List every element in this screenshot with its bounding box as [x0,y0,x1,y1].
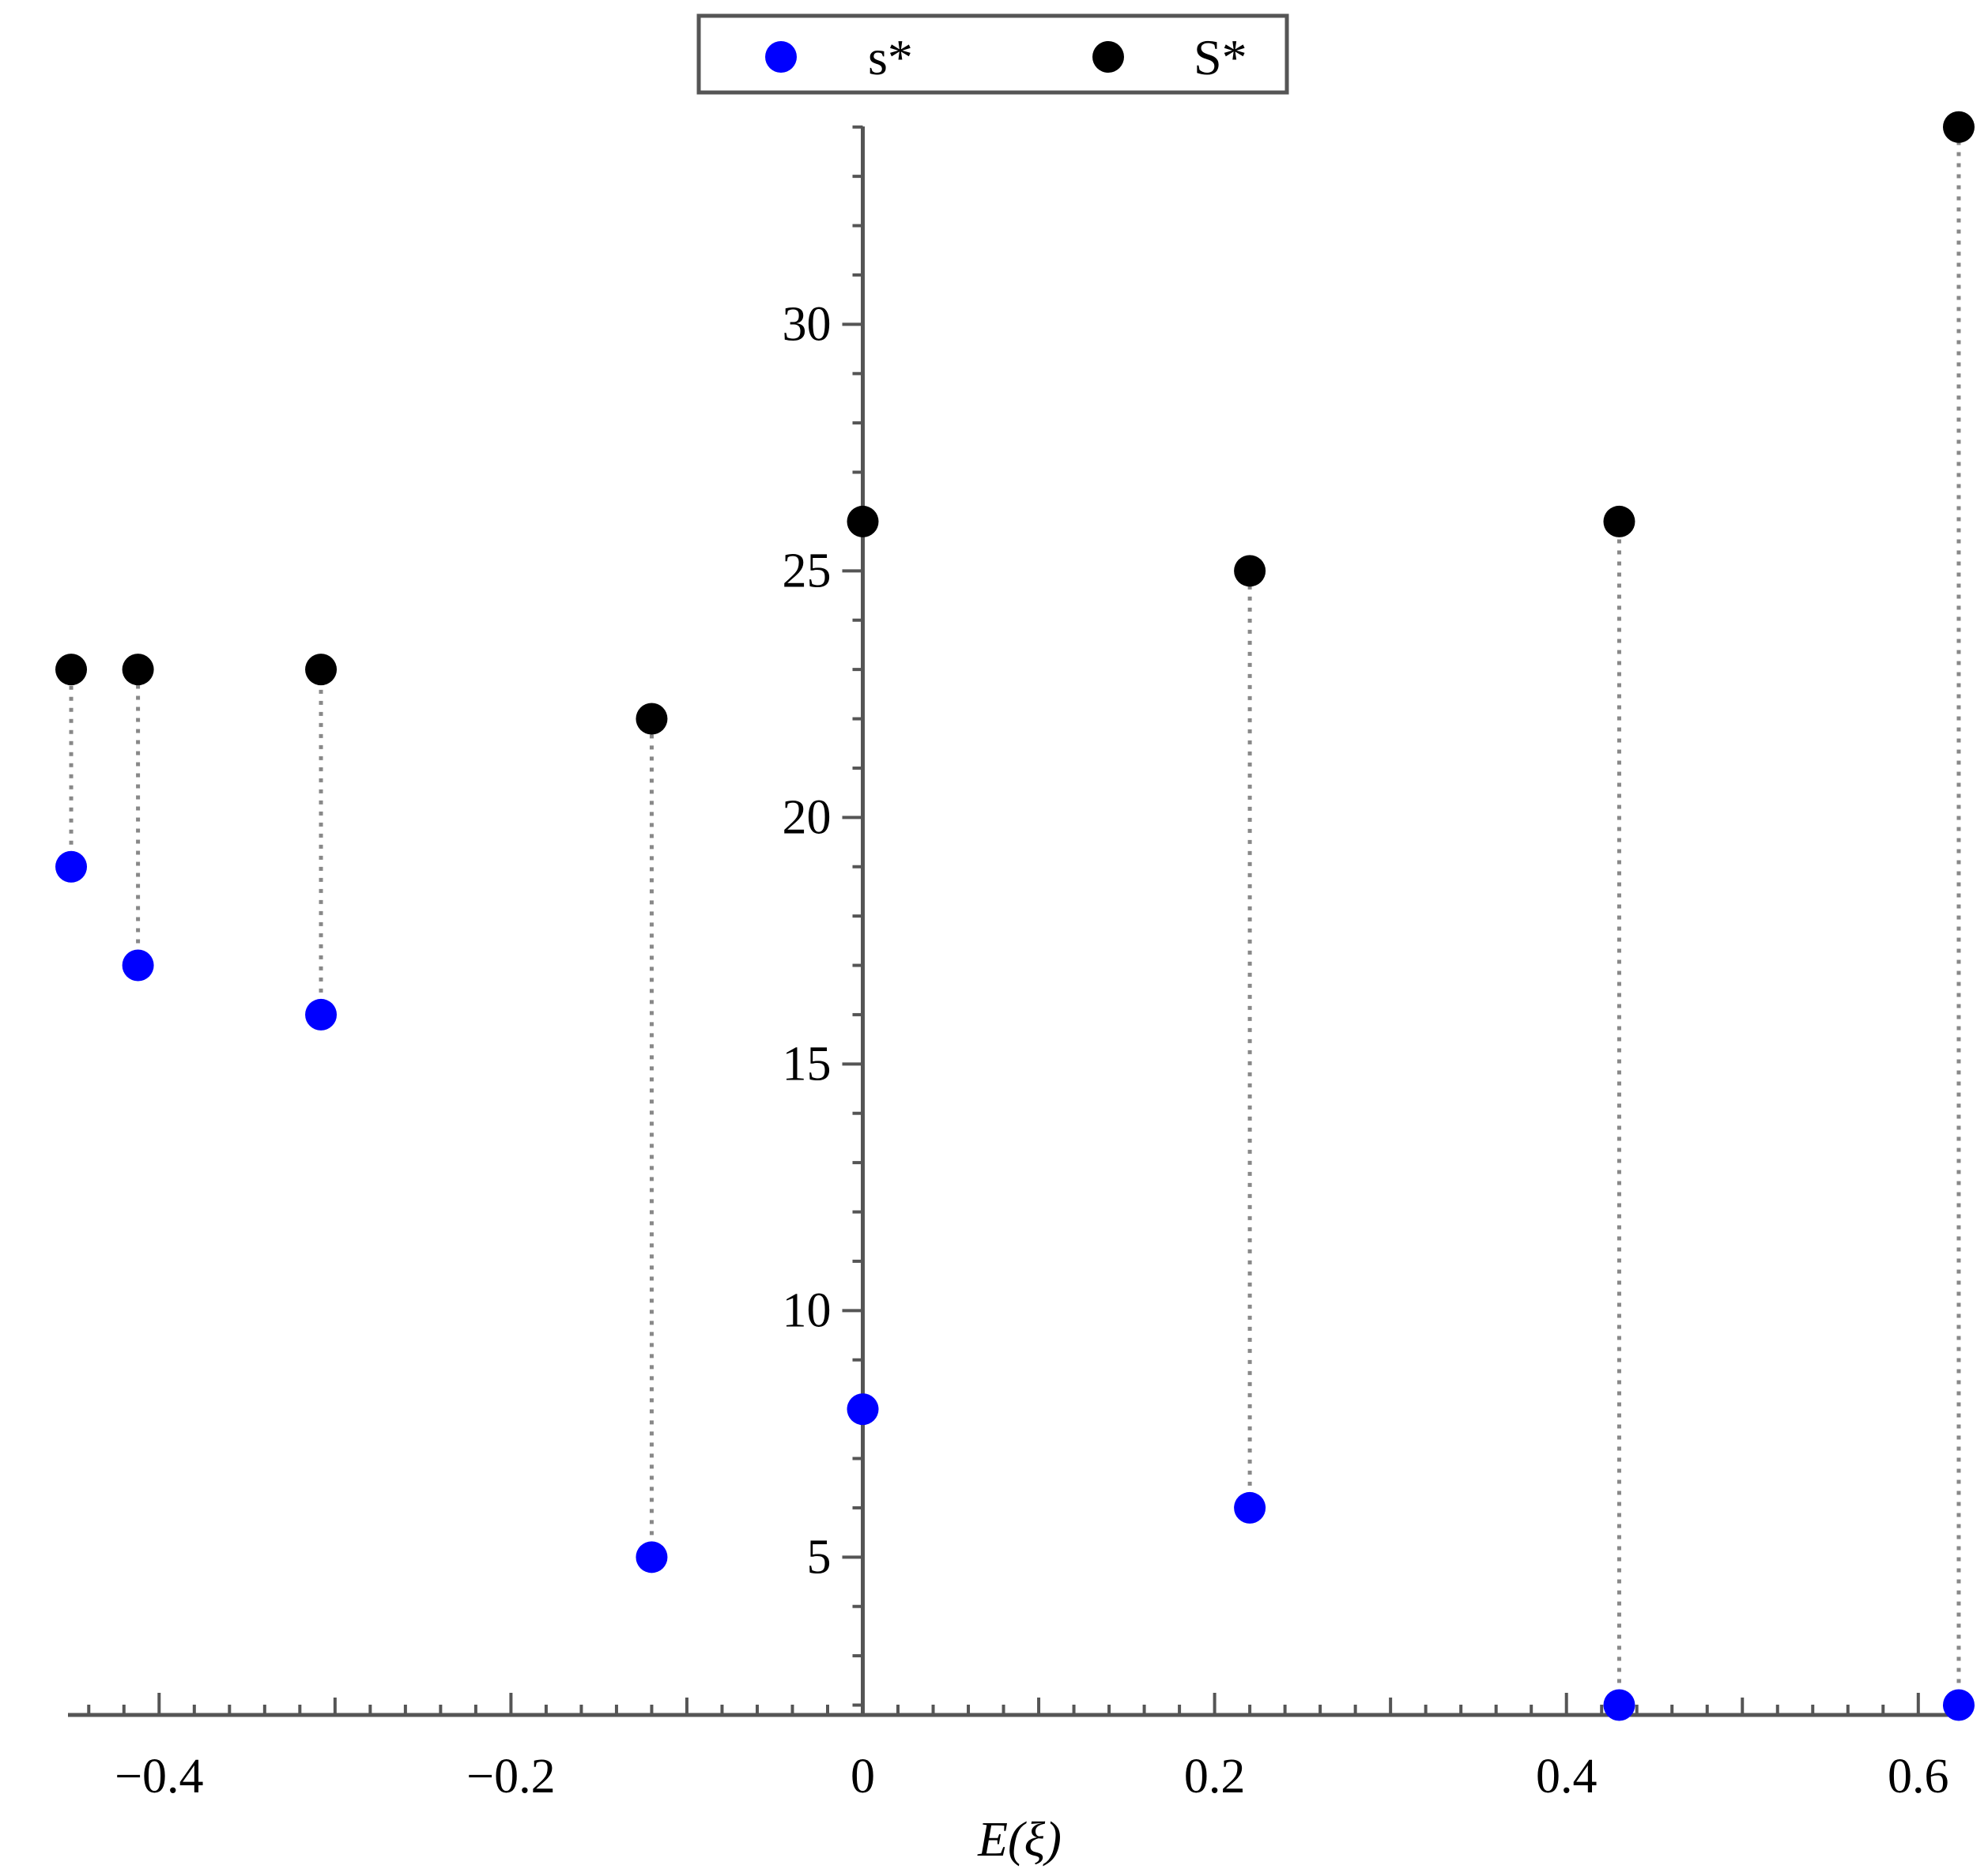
y-axis-ticks: 5 10 15 20 25 30 [783,125,863,1707]
point-s-star [305,998,338,1031]
y-tick-label: 10 [783,1283,832,1337]
y-tick-label: 25 [783,544,832,597]
x-axis-ticks: −0.4 −0.2 0 0.2 0.4 0.6 [87,1693,1956,1803]
point-S-star [305,654,338,686]
point-S-star [636,703,668,735]
x-axis-label: E(ξ) [977,1813,1062,1867]
point-S-star [1234,555,1266,587]
point-s-star [847,1393,879,1426]
y-tick-label: 5 [807,1530,832,1584]
point-s-star [55,850,88,883]
legend-label-s-star: s* [868,29,913,85]
legend-label-S-star: S* [1194,29,1247,85]
y-tick-label: 20 [783,790,832,844]
y-tick-label: 15 [783,1037,832,1091]
y-tick-label: 30 [783,297,832,351]
legend-marker-s-star [765,41,797,73]
point-s-star [1234,1491,1266,1524]
legend-box [696,13,1289,95]
point-S-star [55,654,88,686]
axes [68,126,1964,1717]
point-S-star [1603,505,1635,537]
point-s-star [1942,1689,1975,1721]
point-s-star [122,949,154,982]
x-tick-label: 0.6 [1888,1750,1949,1803]
point-S-star [847,505,879,537]
x-tick-label: 0.4 [1536,1750,1598,1803]
point-s-star [636,1541,668,1573]
legend: s* S* [696,13,1289,95]
x-tick-label: 0 [851,1750,875,1803]
data-points [55,111,1975,1721]
legend-marker-S-star [1092,41,1124,73]
point-s-star [1603,1689,1635,1721]
point-S-star [1942,111,1975,143]
x-tick-label: −0.4 [115,1750,203,1803]
point-S-star [122,654,154,686]
x-tick-label: −0.2 [466,1750,555,1803]
x-tick-label: 0.2 [1184,1750,1246,1803]
connector-lines [69,126,1961,1705]
